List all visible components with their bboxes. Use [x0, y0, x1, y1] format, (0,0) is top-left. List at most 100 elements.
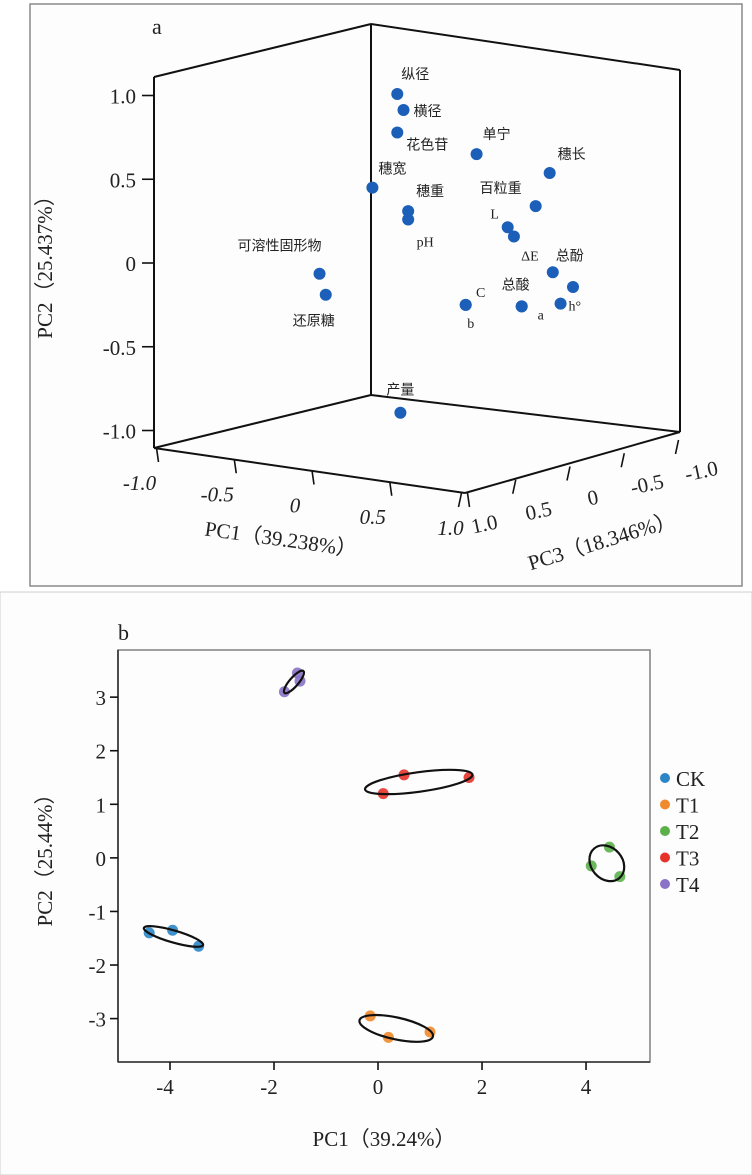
loading-point-label: L — [490, 207, 499, 222]
y-tick-label: 1 — [96, 793, 107, 817]
loading-point-label: 百粒重 — [480, 181, 522, 197]
pc2-tick-label: -1.0 — [103, 420, 136, 444]
legend-marker-t3 — [660, 852, 670, 863]
legend-marker-ck — [660, 773, 670, 783]
loading-point-label: 穗长 — [558, 147, 586, 163]
loading-point — [529, 200, 542, 213]
x-tick-label: -2 — [260, 1075, 278, 1099]
y-tick-label: -1 — [89, 900, 107, 924]
loading-point-label: 纵径 — [401, 67, 429, 83]
legend-label-t4: T4 — [676, 873, 700, 897]
loading-point-label: b — [467, 317, 474, 332]
pc2-axis-label: PC2（25.437%） — [33, 185, 57, 338]
pc1-tick — [311, 470, 315, 485]
pc1-tick — [233, 459, 238, 474]
legend-marker-t1 — [660, 799, 670, 810]
loading-point-label: ΔE — [521, 250, 539, 265]
pc1-tick-label: 0.5 — [360, 505, 386, 529]
confidence-ellipse-t1 — [358, 1013, 435, 1043]
loading-point-label: 穗宽 — [378, 161, 406, 178]
loading-point — [402, 205, 415, 218]
pc3-axis-line — [464, 431, 681, 494]
legend-label-t2: T2 — [676, 820, 699, 844]
loading-point — [470, 148, 483, 161]
panel-a-frame — [29, 3, 743, 587]
pc2-tick-label: 0.5 — [110, 168, 136, 192]
loading-point-label: pH — [417, 236, 434, 251]
loading-point-label: 穗重 — [416, 184, 444, 200]
confidence-ellipse-ck — [142, 925, 205, 948]
confidence-ellipse-t3 — [363, 768, 474, 796]
plot-frame — [117, 649, 651, 1063]
x-tick-label: -4 — [156, 1075, 174, 1099]
loading-point — [515, 300, 528, 313]
pc1-tick — [388, 481, 393, 496]
left-wall-top-edge — [153, 23, 372, 78]
loading-point — [366, 181, 379, 194]
loading-point-label: 单宁 — [483, 126, 511, 143]
pc3-tick — [620, 453, 626, 468]
loading-point — [391, 88, 404, 101]
legend-marker-t2 — [660, 826, 670, 836]
pc3-tick-label: 1.0 — [469, 510, 500, 539]
y-tick-label: -2 — [89, 954, 107, 978]
y-tick-label: 0 — [96, 847, 107, 871]
loading-point — [391, 126, 404, 139]
loading-point — [554, 297, 567, 310]
loading-point — [394, 406, 407, 419]
panel-a-label: a — [152, 14, 162, 39]
loading-point — [397, 104, 410, 116]
loading-point-label: 还原糖 — [293, 314, 335, 330]
confidence-ellipse-t4 — [282, 669, 306, 695]
loading-point-label: 可溶性固形物 — [238, 239, 322, 255]
y-axis-label: PC2（25.44%） — [33, 784, 57, 927]
pc2-tick-label: 1.0 — [110, 85, 136, 109]
pc3-tick — [511, 479, 517, 494]
pc2-tick-label: 0 — [126, 252, 137, 276]
legend-label-t3: T3 — [676, 847, 699, 871]
y-tick-label: -3 — [89, 1008, 107, 1032]
confidence-ellipse-t2 — [588, 844, 626, 883]
floor-back-right-edge — [370, 394, 681, 433]
pc2-tick-label: -0.5 — [103, 336, 136, 360]
y-tick-label: 3 — [96, 686, 107, 710]
loading-point — [319, 288, 332, 301]
loading-point — [567, 280, 579, 293]
pc1-tick-label: 0 — [290, 494, 301, 518]
x-tick-label: 2 — [477, 1075, 488, 1099]
loading-point — [546, 266, 559, 279]
loading-point-label: 总酸 — [502, 277, 530, 293]
pc3-tick — [457, 492, 463, 508]
pc1-tick — [466, 492, 471, 508]
right-wall-top-edge — [370, 23, 681, 71]
pc1-tick-label: 1.0 — [437, 516, 464, 540]
x-tick-label: 4 — [581, 1075, 592, 1099]
floor-back-left-edge — [153, 394, 372, 449]
legend-label-t1: T1 — [676, 794, 699, 818]
pc1-axis-line — [153, 447, 466, 494]
legend-label-ck: CK — [676, 767, 705, 791]
loading-point — [402, 213, 415, 226]
pc3-tick-label: 0.5 — [523, 496, 554, 525]
pc3-tick — [566, 466, 571, 481]
loading-point — [543, 167, 556, 180]
loading-point-label: 总酚 — [556, 248, 584, 264]
pc3-tick — [674, 439, 680, 455]
y-tick-label: 2 — [96, 740, 107, 764]
x-axis-label: PC1（39.24%） — [313, 1127, 456, 1151]
loading-point — [459, 298, 472, 311]
pc1-tick — [155, 447, 160, 463]
loading-point-label: 产量 — [386, 383, 414, 399]
loading-point-label: C — [476, 286, 485, 301]
loading-point-label: h° — [569, 300, 582, 315]
loading-point-label: 花色苷 — [406, 137, 448, 154]
legend-marker-t4 — [660, 879, 670, 889]
pc1-tick-label: -1.0 — [123, 471, 157, 495]
x-tick-label: 0 — [373, 1075, 384, 1099]
loading-point — [313, 267, 326, 280]
loading-point — [507, 230, 520, 243]
loading-point-label: 横径 — [414, 104, 442, 120]
loading-point-label: a — [538, 308, 545, 323]
loading-point — [501, 221, 514, 234]
